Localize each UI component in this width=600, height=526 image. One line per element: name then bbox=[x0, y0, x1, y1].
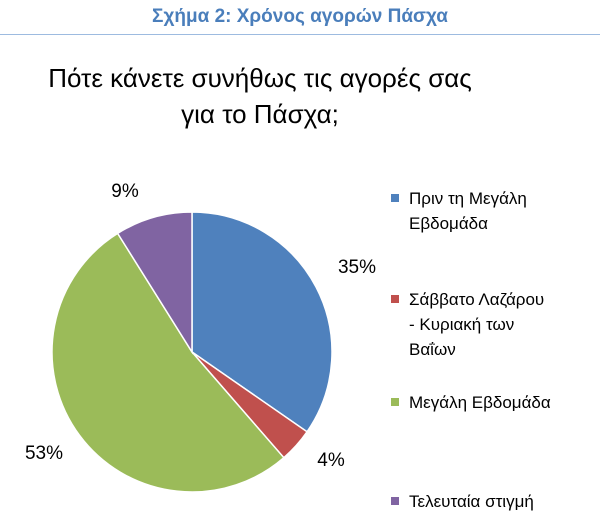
legend-entry-1-line-2: Εβδομάδα bbox=[409, 214, 488, 233]
pie-slices bbox=[51, 211, 333, 493]
slice-label-3: 53% bbox=[25, 443, 63, 464]
legend-entry-2: Σάββατο Λαζάρου - Κυριακή των Βαΐων bbox=[409, 287, 600, 362]
legend-entry-4: Τελευταία στιγμή bbox=[409, 489, 600, 514]
legend-marker-1 bbox=[391, 194, 399, 202]
chart-title: Πότε κάνετε συνήθως τις αγορές σας για τ… bbox=[40, 60, 480, 132]
legend-entry-3: Μεγάλη Εβδομάδα bbox=[409, 390, 600, 415]
legend-marker-4 bbox=[391, 497, 399, 505]
figure-caption: Σχήμα 2: Χρόνος αγορών Πάσχα bbox=[152, 6, 448, 27]
legend-entry-2-line-2: - Κυριακή των bbox=[409, 315, 515, 334]
slice-label-1: 35% bbox=[338, 257, 376, 278]
legend-markers bbox=[391, 194, 399, 505]
legend-entry-2-line-1: Σάββατο Λαζάρου bbox=[409, 290, 545, 309]
pie-data-labels: 35% 4% 53% 9% bbox=[25, 181, 376, 471]
legend-entry-3-line-1: Μεγάλη Εβδομάδα bbox=[409, 393, 551, 412]
legend-marker-3 bbox=[391, 398, 399, 406]
legend-entry-2-line-3: Βαΐων bbox=[409, 340, 456, 359]
legend-entry-1-line-1: Πριν τη Μεγάλη bbox=[409, 189, 527, 208]
slice-label-4: 9% bbox=[111, 181, 139, 202]
chart-title-line-1: Πότε κάνετε συνήθως τις αγορές σας bbox=[48, 63, 472, 93]
pie-slice-4 bbox=[116, 211, 193, 355]
pie-slice-1 bbox=[191, 211, 333, 433]
legend-entry-4-line-1: Τελευταία στιγμή bbox=[409, 492, 534, 511]
slice-label-2: 4% bbox=[317, 450, 345, 471]
chart-title-line-2: για το Πάσχα; bbox=[181, 99, 339, 129]
pie-slice-3 bbox=[51, 232, 285, 493]
legend-marker-2 bbox=[391, 295, 399, 303]
caption-divider bbox=[0, 34, 600, 35]
legend-entry-1: Πριν τη Μεγάλη Εβδομάδα bbox=[409, 186, 600, 236]
